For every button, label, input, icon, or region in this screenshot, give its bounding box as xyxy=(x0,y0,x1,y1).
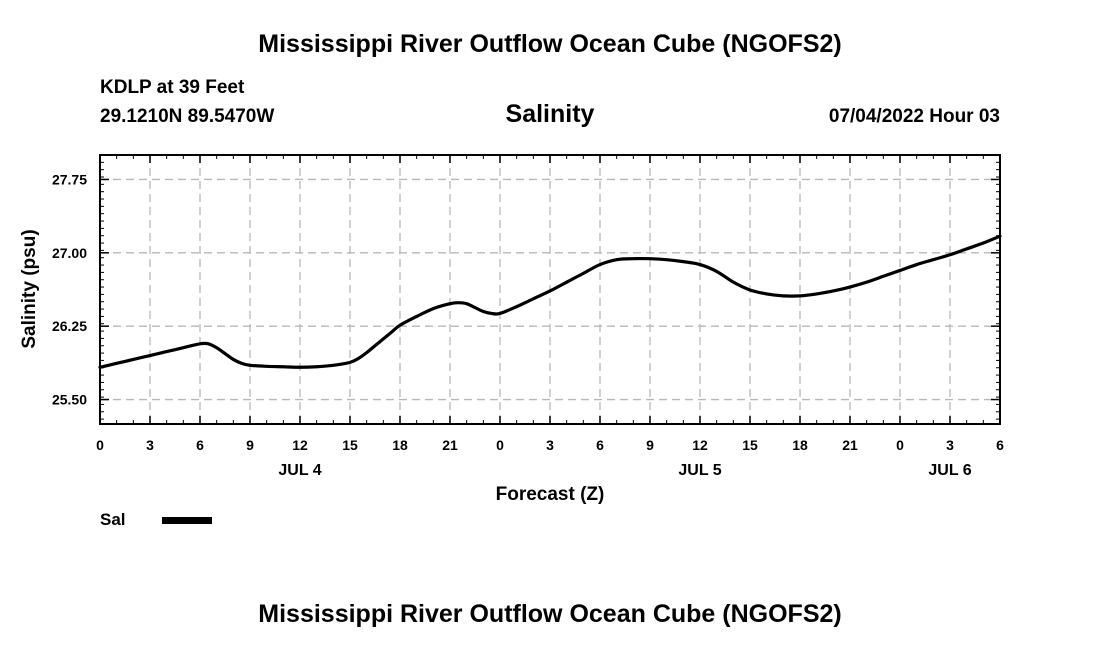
x-tick-label: 3 xyxy=(146,437,154,453)
station-label: KDLP at 39 Feet xyxy=(100,77,245,98)
x-tick-label: 6 xyxy=(596,437,604,453)
chart-main-title: Mississippi River Outflow Ocean Cube (NG… xyxy=(258,30,842,58)
x-tick-label: 21 xyxy=(442,437,458,453)
series-layer xyxy=(98,234,1002,369)
x-tick-label: 6 xyxy=(996,437,1004,453)
x-tick-label: 0 xyxy=(496,437,504,453)
footer-title: Mississippi River Outflow Ocean Cube (NG… xyxy=(258,600,842,628)
day-label: JUL 6 xyxy=(928,462,971,479)
y-tick-label: 26.25 xyxy=(52,318,87,334)
y-tick-label: 25.50 xyxy=(52,392,87,408)
station-coordinates: 29.1210N 89.5470W xyxy=(100,106,275,127)
x-tick-label: 9 xyxy=(646,437,654,453)
axis-tick-labels: 0 3 6 9 12 15 18 21 0 3 6 9 12 15 18 21 0 3 6 25.50 26.25 27.… xyxy=(52,171,1004,479)
x-tick-label: 18 xyxy=(392,437,408,453)
x-tick-label: 18 xyxy=(792,437,808,453)
forecast-datetime: 07/04/2022 Hour 03 xyxy=(828,106,1000,127)
x-tick-label: 12 xyxy=(292,437,308,453)
y-tick-label: 27.75 xyxy=(52,171,87,187)
series-line-sal xyxy=(98,234,1002,369)
x-tick-label: 6 xyxy=(196,437,204,453)
x-tick-label: 3 xyxy=(546,437,554,453)
x-tick-label: 0 xyxy=(896,437,904,453)
x-tick-label: 0 xyxy=(96,437,104,453)
grid-lines xyxy=(100,155,1000,424)
axis-ticks xyxy=(99,155,1001,424)
day-label: JUL 5 xyxy=(678,462,721,479)
y-tick-label: 27.00 xyxy=(52,245,87,261)
legend-line-swatch xyxy=(162,517,212,524)
legend-label: Sal xyxy=(100,510,126,529)
chart-variable-title: Salinity xyxy=(505,100,595,128)
x-axis-title: Forecast (Z) xyxy=(496,484,605,505)
x-tick-label: 15 xyxy=(342,437,358,453)
x-tick-label: 3 xyxy=(946,437,954,453)
y-axis-title: Salinity (psu) xyxy=(19,229,40,348)
x-tick-label: 21 xyxy=(842,437,858,453)
day-label: JUL 4 xyxy=(278,462,321,479)
x-tick-label: 15 xyxy=(742,437,758,453)
x-tick-label: 9 xyxy=(246,437,254,453)
x-tick-label: 12 xyxy=(692,437,708,453)
